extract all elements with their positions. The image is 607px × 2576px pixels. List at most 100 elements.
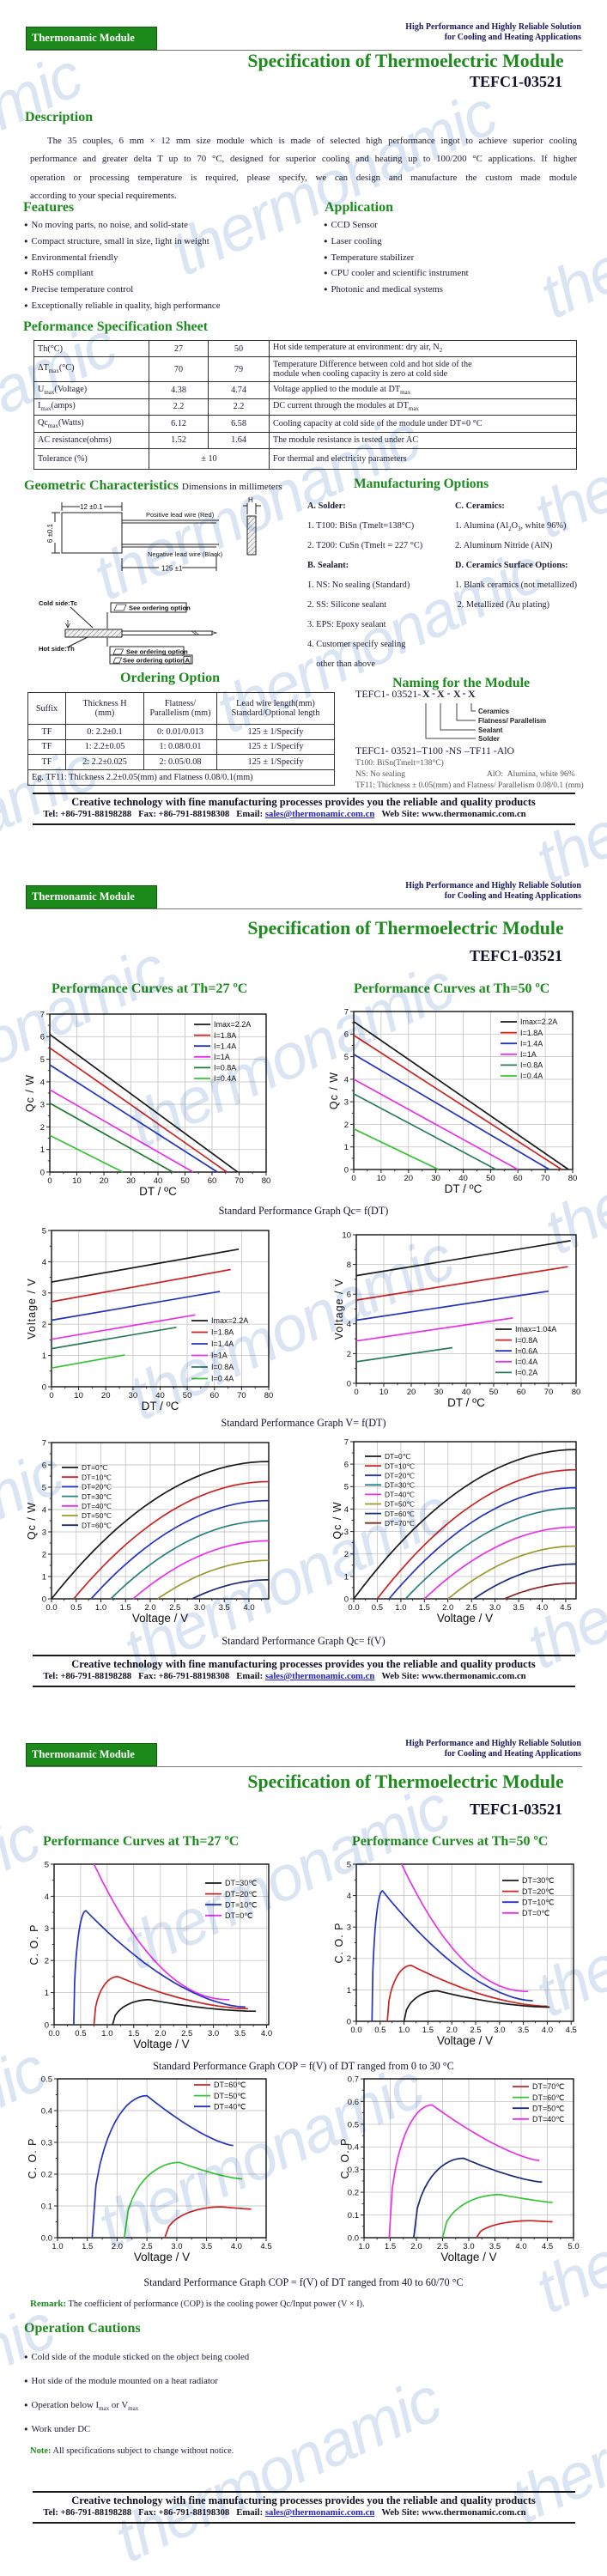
svg-text:80: 80 [264,1391,274,1400]
svg-text:4.5: 4.5 [560,1603,571,1613]
svg-text:Positive lead wire (Red): Positive lead wire (Red) [146,511,215,519]
svg-text:C. O. P: C. O. P [339,2138,351,2179]
svg-text:I=0.4A: I=0.4A [515,1358,537,1366]
svg-text:I=0.8A: I=0.8A [515,1336,537,1345]
svg-text:0: 0 [42,1595,46,1604]
svg-text:DT=40℃: DT=40℃ [532,2115,564,2123]
svg-text:2: 2 [45,1957,49,1966]
svg-text:Voltage / V: Voltage / V [133,2038,189,2050]
svg-text:I=1.4A: I=1.4A [214,1042,236,1050]
svg-text:5: 5 [344,1483,349,1492]
svg-text:DT=30℃: DT=30℃ [82,1492,112,1501]
svg-text:0: 0 [45,2020,49,2030]
svg-text:Imax=1.04A: Imax=1.04A [515,1325,556,1334]
svg-text:20: 20 [407,1388,416,1397]
svg-text:DT=30℃: DT=30℃ [522,1876,554,1885]
svg-text:See ordering option: See ordering option [123,657,185,665]
svg-text:0.0: 0.0 [41,2233,52,2243]
svg-text:1.5: 1.5 [385,2242,396,2251]
svg-text:1.5: 1.5 [419,1603,430,1613]
svg-text:1.5: 1.5 [128,2029,139,2038]
svg-text:DT / ºC: DT / ºC [139,1185,177,1198]
svg-text:0.2: 0.2 [41,2170,52,2179]
svg-text:Voltage / V: Voltage / V [437,2034,493,2047]
svg-text:80: 80 [262,1176,271,1186]
svg-text:0: 0 [344,1165,349,1175]
svg-text:5: 5 [45,1860,49,1869]
svg-text:See ordering option: See ordering option [129,605,191,612]
svg-text:DT=0℃: DT=0℃ [225,1911,252,1920]
svg-text:3.5: 3.5 [513,1603,524,1613]
svg-text:1: 1 [40,1145,45,1155]
svg-text:0.7: 0.7 [348,2075,359,2084]
svg-text:DT=0℃: DT=0℃ [522,1909,549,1917]
svg-text:0: 0 [354,1388,358,1397]
svg-text:3.5: 3.5 [219,1603,230,1613]
svg-text:12 ±0.1: 12 ±0.1 [80,503,103,511]
svg-text:3.0: 3.0 [171,2242,182,2251]
svg-text:H: H [248,496,253,504]
svg-text:DT=10℃: DT=10℃ [82,1473,112,1481]
svg-text:3.0: 3.0 [208,2029,219,2038]
svg-text:4.5: 4.5 [566,2026,577,2035]
svg-text:3.0: 3.0 [463,2242,474,2251]
svg-text:4.5: 4.5 [260,2242,271,2251]
svg-text:50: 50 [486,1174,495,1183]
svg-text:60: 60 [517,1388,526,1397]
svg-text:4: 4 [347,1892,351,1901]
svg-text:Ceramics: Ceramics [478,708,510,715]
svg-text:DT=50℃: DT=50℃ [82,1511,112,1520]
svg-text:10: 10 [74,1391,83,1400]
svg-text:0.3: 0.3 [348,2166,359,2175]
svg-text:50: 50 [489,1388,499,1397]
svg-text:Sealant: Sealant [478,726,503,734]
svg-text:DT=50℃: DT=50℃ [532,2104,564,2112]
svg-text:DT=20℃: DT=20℃ [82,1483,112,1492]
svg-text:thermonamic: thermonamic [105,2363,452,2576]
svg-text:3.5: 3.5 [518,2026,529,2035]
svg-text:5: 5 [42,1483,46,1492]
svg-text:10: 10 [379,1388,389,1397]
svg-text:0.5: 0.5 [70,1603,82,1613]
svg-text:Cold side:Tc: Cold side:Tc [39,599,77,607]
svg-text:6: 6 [347,1291,351,1300]
svg-text:4.0: 4.0 [515,2242,526,2251]
svg-text:4.0: 4.0 [231,2242,242,2251]
svg-text:2.0: 2.0 [446,2026,458,2035]
svg-text:I=0.8A: I=0.8A [214,1064,236,1072]
svg-text:C. O. P: C. O. P [27,2138,39,2179]
svg-text:1.0: 1.0 [395,1603,406,1613]
svg-text:3.5: 3.5 [201,2242,212,2251]
svg-text:2: 2 [347,1954,351,1964]
svg-text:DT=60℃: DT=60℃ [82,1521,112,1529]
svg-text:Qc / W: Qc / W [26,1502,38,1540]
svg-text:3.5: 3.5 [234,2029,246,2038]
svg-text:2.0: 2.0 [410,2242,422,2251]
svg-text:1.0: 1.0 [95,1603,106,1613]
svg-text:2: 2 [42,1321,46,1330]
svg-text:3: 3 [40,1101,45,1110]
svg-text:DT / ºC: DT / ºC [445,1182,483,1195]
svg-text:DT=20℃: DT=20℃ [225,1890,257,1899]
svg-text:5: 5 [40,1055,45,1065]
svg-text:Voltage / V: Voltage / V [333,1279,345,1340]
svg-text:6 ±0.1: 6 ±0.1 [46,523,54,543]
svg-text:70: 70 [541,1174,550,1183]
svg-text:0: 0 [344,1595,349,1604]
svg-text:3.0: 3.0 [489,1603,501,1613]
svg-text:4: 4 [40,1078,45,1087]
svg-text:0.0: 0.0 [46,1603,57,1613]
svg-text:Imax=2.2A: Imax=2.2A [520,1018,557,1026]
svg-text:DT=10℃: DT=10℃ [385,1461,415,1470]
svg-text:3: 3 [344,1528,349,1537]
svg-text:2.0: 2.0 [144,1603,155,1613]
svg-text:0.5: 0.5 [348,2120,359,2129]
svg-text:Qc / W: Qc / W [328,1072,340,1109]
svg-text:I=1.8A: I=1.8A [211,1328,234,1337]
svg-text:7: 7 [344,1007,349,1017]
svg-text:1.5: 1.5 [82,2242,93,2251]
svg-text:0: 0 [347,1379,351,1388]
svg-text:2.5: 2.5 [169,1603,180,1613]
svg-text:I=0.4A: I=0.4A [211,1375,234,1383]
svg-text:DT=30℃: DT=30℃ [385,1481,415,1490]
